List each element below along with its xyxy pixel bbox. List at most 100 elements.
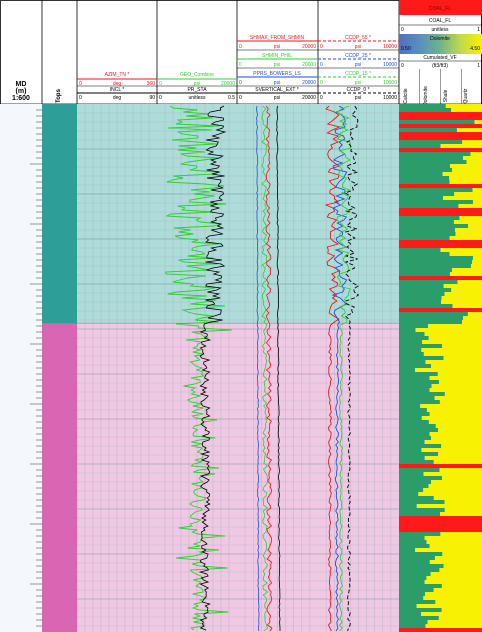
- color-scale-bar: [399, 34, 482, 54]
- litho-quartz-band: [415, 328, 482, 332]
- litho-shale-band: [399, 428, 439, 432]
- litho-quartz-band: [442, 344, 482, 348]
- litho-quartz-band: [421, 448, 482, 452]
- ccdp55-curve-name: CCDP_55 *: [345, 35, 371, 41]
- litho-quartz-band: [442, 476, 482, 480]
- litho-quartz-band: [444, 292, 482, 296]
- depth-title: MD: [16, 81, 27, 88]
- litho-quartz-band: [441, 300, 482, 304]
- litho-quartz-band: [425, 624, 482, 628]
- shmin-unit: psi: [274, 62, 280, 68]
- ccdp-curve-3: [344, 105, 360, 632]
- unitless-unit: unitless: [432, 27, 449, 33]
- ccdp25-max: 10000: [383, 62, 397, 68]
- pr-sta-curve: [198, 105, 227, 631]
- litho-shale-band: [399, 200, 473, 204]
- litho-quartz-band: [433, 496, 482, 500]
- litho-shale-band: [399, 620, 428, 624]
- litho-shale-band: [399, 268, 452, 272]
- litho-shale-band: [399, 188, 473, 192]
- litho-quartz-band: [472, 188, 482, 192]
- litho-shale-band: [399, 412, 430, 416]
- litho-shale-band: [399, 172, 443, 176]
- litho-shale-band: [399, 448, 422, 452]
- litho-shale-band: [399, 248, 441, 252]
- litho-quartz-band: [431, 480, 482, 484]
- ccdp0-curve-name: CCDP_0 *: [346, 87, 369, 93]
- prsta-min: 0: [159, 95, 162, 101]
- litho-shale-band: [399, 604, 417, 608]
- litho-shale-band: [399, 592, 426, 596]
- litho-shale-band: [399, 364, 432, 368]
- geo-combine-curve: [164, 105, 232, 631]
- tops-zone-0: [42, 104, 77, 324]
- litho-shale-band: [399, 500, 445, 504]
- litho-shale-band: [399, 368, 416, 372]
- litho-shale-band: [399, 552, 443, 556]
- litho-shale-band: [399, 564, 444, 568]
- color-scale-label: Dolomite: [430, 36, 450, 42]
- litho-quartz-band: [433, 588, 482, 592]
- litho-quartz-band: [439, 568, 482, 572]
- litho-shale-band: [399, 164, 451, 168]
- litho-quartz-band: [468, 224, 482, 228]
- ccdp25-curve-name: CCDP_25 *: [345, 53, 371, 59]
- litho-shale-band: [399, 228, 456, 232]
- shmin-max: 20000: [302, 62, 316, 68]
- litho-coal-band: [399, 116, 482, 120]
- litho-quartz-band: [429, 388, 482, 392]
- stress-curve-3: [265, 105, 273, 632]
- mineral-label-quartz: Quartz: [463, 88, 469, 104]
- tops-zone-1: [42, 323, 77, 632]
- litho-shale-band: [399, 284, 444, 288]
- litho-shale-band: [399, 140, 463, 144]
- litho-quartz-band: [423, 488, 482, 492]
- geo-max: 20000: [221, 81, 235, 87]
- litho-quartz-band: [440, 144, 482, 148]
- litho-quartz-band: [443, 196, 482, 200]
- litho-quartz-band: [451, 288, 482, 292]
- mineral-label-calcite: Calcite: [403, 88, 409, 104]
- litho-quartz-band: [426, 576, 482, 580]
- litho-quartz-band: [467, 312, 482, 316]
- unitless-min: 0: [401, 27, 404, 33]
- litho-quartz-band: [435, 600, 482, 604]
- litho-shale-band: [399, 624, 426, 628]
- litho-quartz-band: [431, 436, 482, 440]
- litho-shale-band: [399, 488, 424, 492]
- cumulated-min: 0: [401, 63, 404, 69]
- litho-quartz-band: [441, 608, 482, 612]
- geo-curve-name: GEO_Combine: [180, 72, 214, 78]
- stress-curve-1: [276, 105, 281, 631]
- ccdp25-min: 0: [320, 62, 323, 68]
- litho-shale-band: [399, 492, 419, 496]
- litho-quartz-band: [437, 372, 482, 376]
- litho-shale-band: [399, 332, 425, 336]
- litho-quartz-band: [415, 548, 482, 552]
- litho-quartz-band: [443, 564, 482, 568]
- litho-coal-band: [399, 136, 482, 140]
- litho-shale-band: [399, 168, 453, 172]
- color-scale-max: 4.50: [470, 46, 480, 52]
- litho-quartz-band: [458, 204, 482, 208]
- litho-shale-band: [399, 312, 468, 316]
- litho-quartz-band: [431, 384, 482, 388]
- litho-shale-band: [399, 548, 416, 552]
- ccdp0-min: 0: [320, 95, 323, 101]
- litho-quartz-band: [426, 408, 482, 412]
- litho-coal-band: [399, 516, 482, 520]
- litho-shale-band: [399, 476, 443, 480]
- litho-shale-band: [399, 352, 424, 356]
- litho-shale-band: [399, 468, 440, 472]
- litho-shale-band: [399, 216, 460, 220]
- depth-scale: 1:600: [12, 95, 30, 102]
- litho-shale-band: [399, 600, 436, 604]
- litho-shale-band: [399, 252, 450, 256]
- litho-quartz-band: [463, 156, 482, 160]
- zone-fill-0: [77, 104, 399, 324]
- litho-coal-band: [399, 276, 482, 280]
- mineral-label-shale: Shale: [443, 89, 449, 102]
- litho-quartz-band: [439, 468, 482, 472]
- litho-shale-band: [399, 296, 442, 300]
